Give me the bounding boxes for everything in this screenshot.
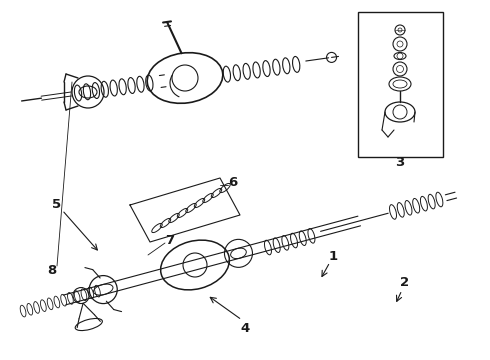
Text: 7: 7 [166,234,174,247]
Text: 3: 3 [395,156,405,168]
Text: 6: 6 [228,176,238,189]
Text: 2: 2 [400,276,410,289]
Text: 4: 4 [241,321,249,334]
Bar [358,12,443,157]
Text: 8: 8 [48,264,57,276]
Text: 1: 1 [328,249,338,262]
Text: 5: 5 [52,198,62,211]
